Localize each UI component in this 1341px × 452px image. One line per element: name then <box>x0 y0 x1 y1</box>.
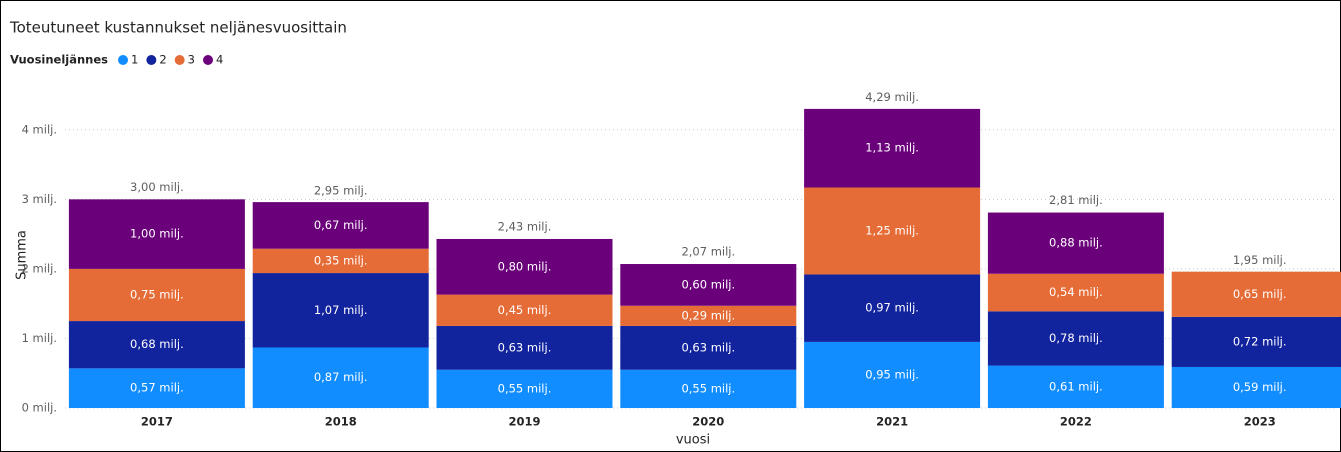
data-label: 0,63 milj. <box>681 340 735 354</box>
legend-label: 1 <box>131 53 138 67</box>
total-label: 4,29 milj. <box>865 90 919 104</box>
legend-swatch <box>118 55 129 65</box>
data-label: 0,80 milj. <box>498 259 552 273</box>
data-label: 1,00 milj. <box>130 227 184 241</box>
chart-title: Toteutuneet kustannukset neljänesvuositt… <box>9 19 347 37</box>
bar-segment <box>620 264 797 306</box>
bar-segment <box>620 369 797 408</box>
bar-segment <box>436 369 613 408</box>
bar-segment <box>804 341 981 408</box>
x-tick-label: 2022 <box>1060 415 1092 429</box>
bar-segment <box>68 268 245 322</box>
bar-segment <box>987 365 1164 408</box>
total-label: 2,07 milj. <box>681 245 735 259</box>
data-label: 0,63 milj. <box>498 340 552 354</box>
x-tick-label: 2018 <box>325 415 357 429</box>
data-label: 0,45 milj. <box>498 303 552 317</box>
bar-segment <box>804 274 981 342</box>
bar-segment <box>987 212 1164 274</box>
total-label: 2,43 milj. <box>498 219 552 233</box>
data-label: 0,87 milj. <box>314 370 368 384</box>
bar-segment <box>1171 316 1341 367</box>
data-label: 0,65 milj. <box>1233 287 1287 301</box>
legend-swatch <box>203 55 213 65</box>
data-label: 0,59 milj. <box>1233 380 1287 394</box>
data-label: 0,57 milj. <box>130 381 184 395</box>
legend-swatch <box>174 55 185 65</box>
data-label: 0,60 milj. <box>681 277 735 291</box>
bar-segment <box>620 325 797 370</box>
legend-title: Vuosineljännes <box>10 53 108 67</box>
legend-label: 2 <box>159 53 166 67</box>
x-tick-label: 2020 <box>692 415 724 429</box>
y-tick-label: 0 milj. <box>22 401 57 415</box>
data-label: 1,13 milj. <box>865 141 919 155</box>
bar-segment <box>68 368 245 408</box>
x-tick-label: 2021 <box>876 415 908 429</box>
bar-segment <box>436 294 613 326</box>
data-label: 0,67 milj. <box>314 218 368 232</box>
y-axis-title: Summa <box>15 230 30 280</box>
bar-segment <box>436 238 613 295</box>
data-label: 0,55 milj. <box>498 381 552 395</box>
total-label: 1,95 milj. <box>1233 253 1287 267</box>
bar-segment <box>987 311 1164 366</box>
data-label: 0,95 milj. <box>865 367 919 381</box>
bar-segment <box>436 325 613 370</box>
data-label: 0,55 milj. <box>681 381 735 395</box>
total-label: 2,81 milj. <box>1049 193 1103 207</box>
legend-label: 3 <box>188 53 195 67</box>
data-label: 0,78 milj. <box>1049 331 1103 345</box>
bar-segment <box>620 305 797 326</box>
bar-segment <box>804 187 981 275</box>
data-label: 1,25 milj. <box>865 223 919 237</box>
total-label: 3,00 milj. <box>130 180 184 194</box>
total-label: 2,95 milj. <box>314 183 368 197</box>
bar-segment <box>68 199 245 269</box>
x-tick-label: 2023 <box>1244 415 1276 429</box>
legend-label: 4 <box>216 53 223 67</box>
data-label: 0,29 milj. <box>681 308 735 322</box>
y-tick-label: 2 milj. <box>22 261 57 275</box>
bar-segment <box>987 273 1164 312</box>
bar-segment <box>252 202 429 249</box>
bar-segment <box>252 347 429 408</box>
data-label: 0,72 milj. <box>1233 334 1287 348</box>
y-tick-label: 1 milj. <box>22 331 57 345</box>
bar-segment <box>252 273 429 348</box>
bar-segment <box>1171 271 1341 317</box>
data-label: 0,35 milj. <box>314 253 368 267</box>
x-axis-title: vuosi <box>676 433 710 448</box>
bar-segment <box>1171 366 1341 408</box>
bar-segment <box>68 321 245 369</box>
data-label: 0,88 milj. <box>1049 236 1103 250</box>
data-label: 0,75 milj. <box>130 287 184 301</box>
data-label: 1,07 milj. <box>314 303 368 317</box>
legend-swatch <box>146 55 157 65</box>
data-label: 0,97 milj. <box>865 301 919 315</box>
y-tick-label: 4 milj. <box>22 122 57 136</box>
bar-segment <box>252 248 429 274</box>
x-tick-label: 2019 <box>508 415 540 429</box>
bar-segment <box>804 108 981 188</box>
data-label: 0,61 milj. <box>1049 379 1103 393</box>
x-tick-label: 2017 <box>141 415 173 429</box>
data-label: 0,68 milj. <box>130 337 184 351</box>
y-tick-label: 3 milj. <box>22 192 57 206</box>
data-label: 0,54 milj. <box>1049 285 1103 299</box>
